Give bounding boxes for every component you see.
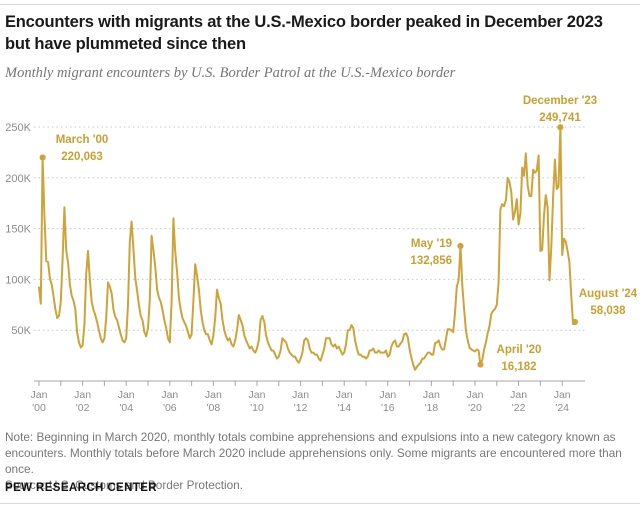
- x-axis-year-label: '08: [207, 402, 221, 414]
- x-axis-year-label: '24: [555, 402, 569, 414]
- x-axis-month-label: Jan: [554, 389, 571, 401]
- x-axis-month-label: Jan: [31, 389, 48, 401]
- data-point-marker-march00: [39, 154, 46, 161]
- annotation-value: 58,038: [590, 305, 626, 317]
- annotation-value: 249,741: [539, 112, 581, 124]
- x-axis-month-label: Jan: [249, 389, 266, 401]
- data-point-marker-may19: [457, 242, 464, 250]
- y-axis-label: 100K: [5, 274, 31, 286]
- title-line-1: Encounters with migrants at the U.S.-Mex…: [5, 13, 603, 31]
- annotation-date: December '23: [522, 95, 598, 107]
- chart-subtitle: Monthly migrant encounters by U.S. Borde…: [5, 65, 456, 81]
- annotation-value: 16,182: [501, 361, 537, 373]
- x-axis-year-label: '20: [468, 402, 482, 414]
- x-axis-year-label: '16: [381, 402, 395, 414]
- bottom-divider: [0, 503, 640, 504]
- y-axis-label: 250K: [5, 122, 31, 134]
- annotation-value: 132,856: [410, 255, 452, 267]
- x-axis-year-label: '06: [163, 402, 177, 414]
- y-axis-label: 50K: [11, 325, 31, 337]
- annotation-date: April '20: [496, 344, 542, 356]
- annotation-may-2019: May '19 132,856: [378, 236, 452, 270]
- x-axis-month-label: Jan: [292, 389, 309, 401]
- annotation-date: March '00: [55, 134, 109, 146]
- x-axis-month-label: Jan: [510, 389, 527, 401]
- note-line-2: encounters. Monthly totals before March …: [5, 446, 622, 476]
- x-axis-year-label: '12: [294, 402, 308, 414]
- y-axis-label: 200K: [5, 173, 31, 185]
- x-axis-year-label: '02: [76, 402, 90, 414]
- x-axis-month-label: Jan: [74, 389, 91, 401]
- annotation-april-2020: April '20 16,182: [486, 342, 552, 376]
- x-axis-month-label: Jan: [336, 389, 353, 401]
- x-axis-month-label: Jan: [118, 389, 135, 401]
- x-axis-year-label: '18: [425, 402, 439, 414]
- data-line: [38, 126, 576, 371]
- x-axis-year-label: '22: [512, 402, 526, 414]
- note-line-1: Note: Beginning in March 2020, monthly t…: [5, 430, 616, 444]
- data-point-marker-aug24: [571, 318, 578, 326]
- annotation-december-2023: December '23 249,741: [510, 93, 610, 127]
- x-axis-month-label: Jan: [423, 389, 440, 401]
- annotation-march-2000: March '00 220,063: [46, 132, 118, 166]
- x-axis-month-label: Jan: [205, 389, 222, 401]
- annotation-august-2024: August '24 58,038: [576, 286, 640, 320]
- x-axis-year-label: '00: [32, 402, 46, 414]
- chart-note: Note: Beginning in March 2020, monthly t…: [5, 429, 637, 493]
- x-axis-month-label: Jan: [379, 389, 396, 401]
- data-point-marker-april20: [477, 361, 484, 368]
- page-title: Encounters with migrants at the U.S.-Mex…: [5, 11, 635, 55]
- data-point-marker-dec23: [557, 124, 564, 131]
- annotation-date: August '24: [578, 288, 638, 300]
- annotation-date: May '19: [410, 238, 452, 250]
- title-line-2: but have plummeted since then: [5, 35, 246, 53]
- annotation-value: 220,063: [61, 151, 103, 163]
- y-axis-label: 150K: [5, 224, 31, 236]
- x-axis-year-label: '14: [337, 402, 351, 414]
- x-axis-year-label: '10: [250, 402, 264, 414]
- source-line: Source: U.S. Customs and Border Protecti…: [5, 478, 244, 492]
- top-divider: [0, 4, 640, 5]
- x-axis-month-label: Jan: [161, 389, 178, 401]
- pew-research-center-wordmark: PEW RESEARCH CENTER: [5, 482, 158, 494]
- x-axis-year-label: '04: [119, 402, 133, 414]
- x-axis-month-label: Jan: [467, 389, 484, 401]
